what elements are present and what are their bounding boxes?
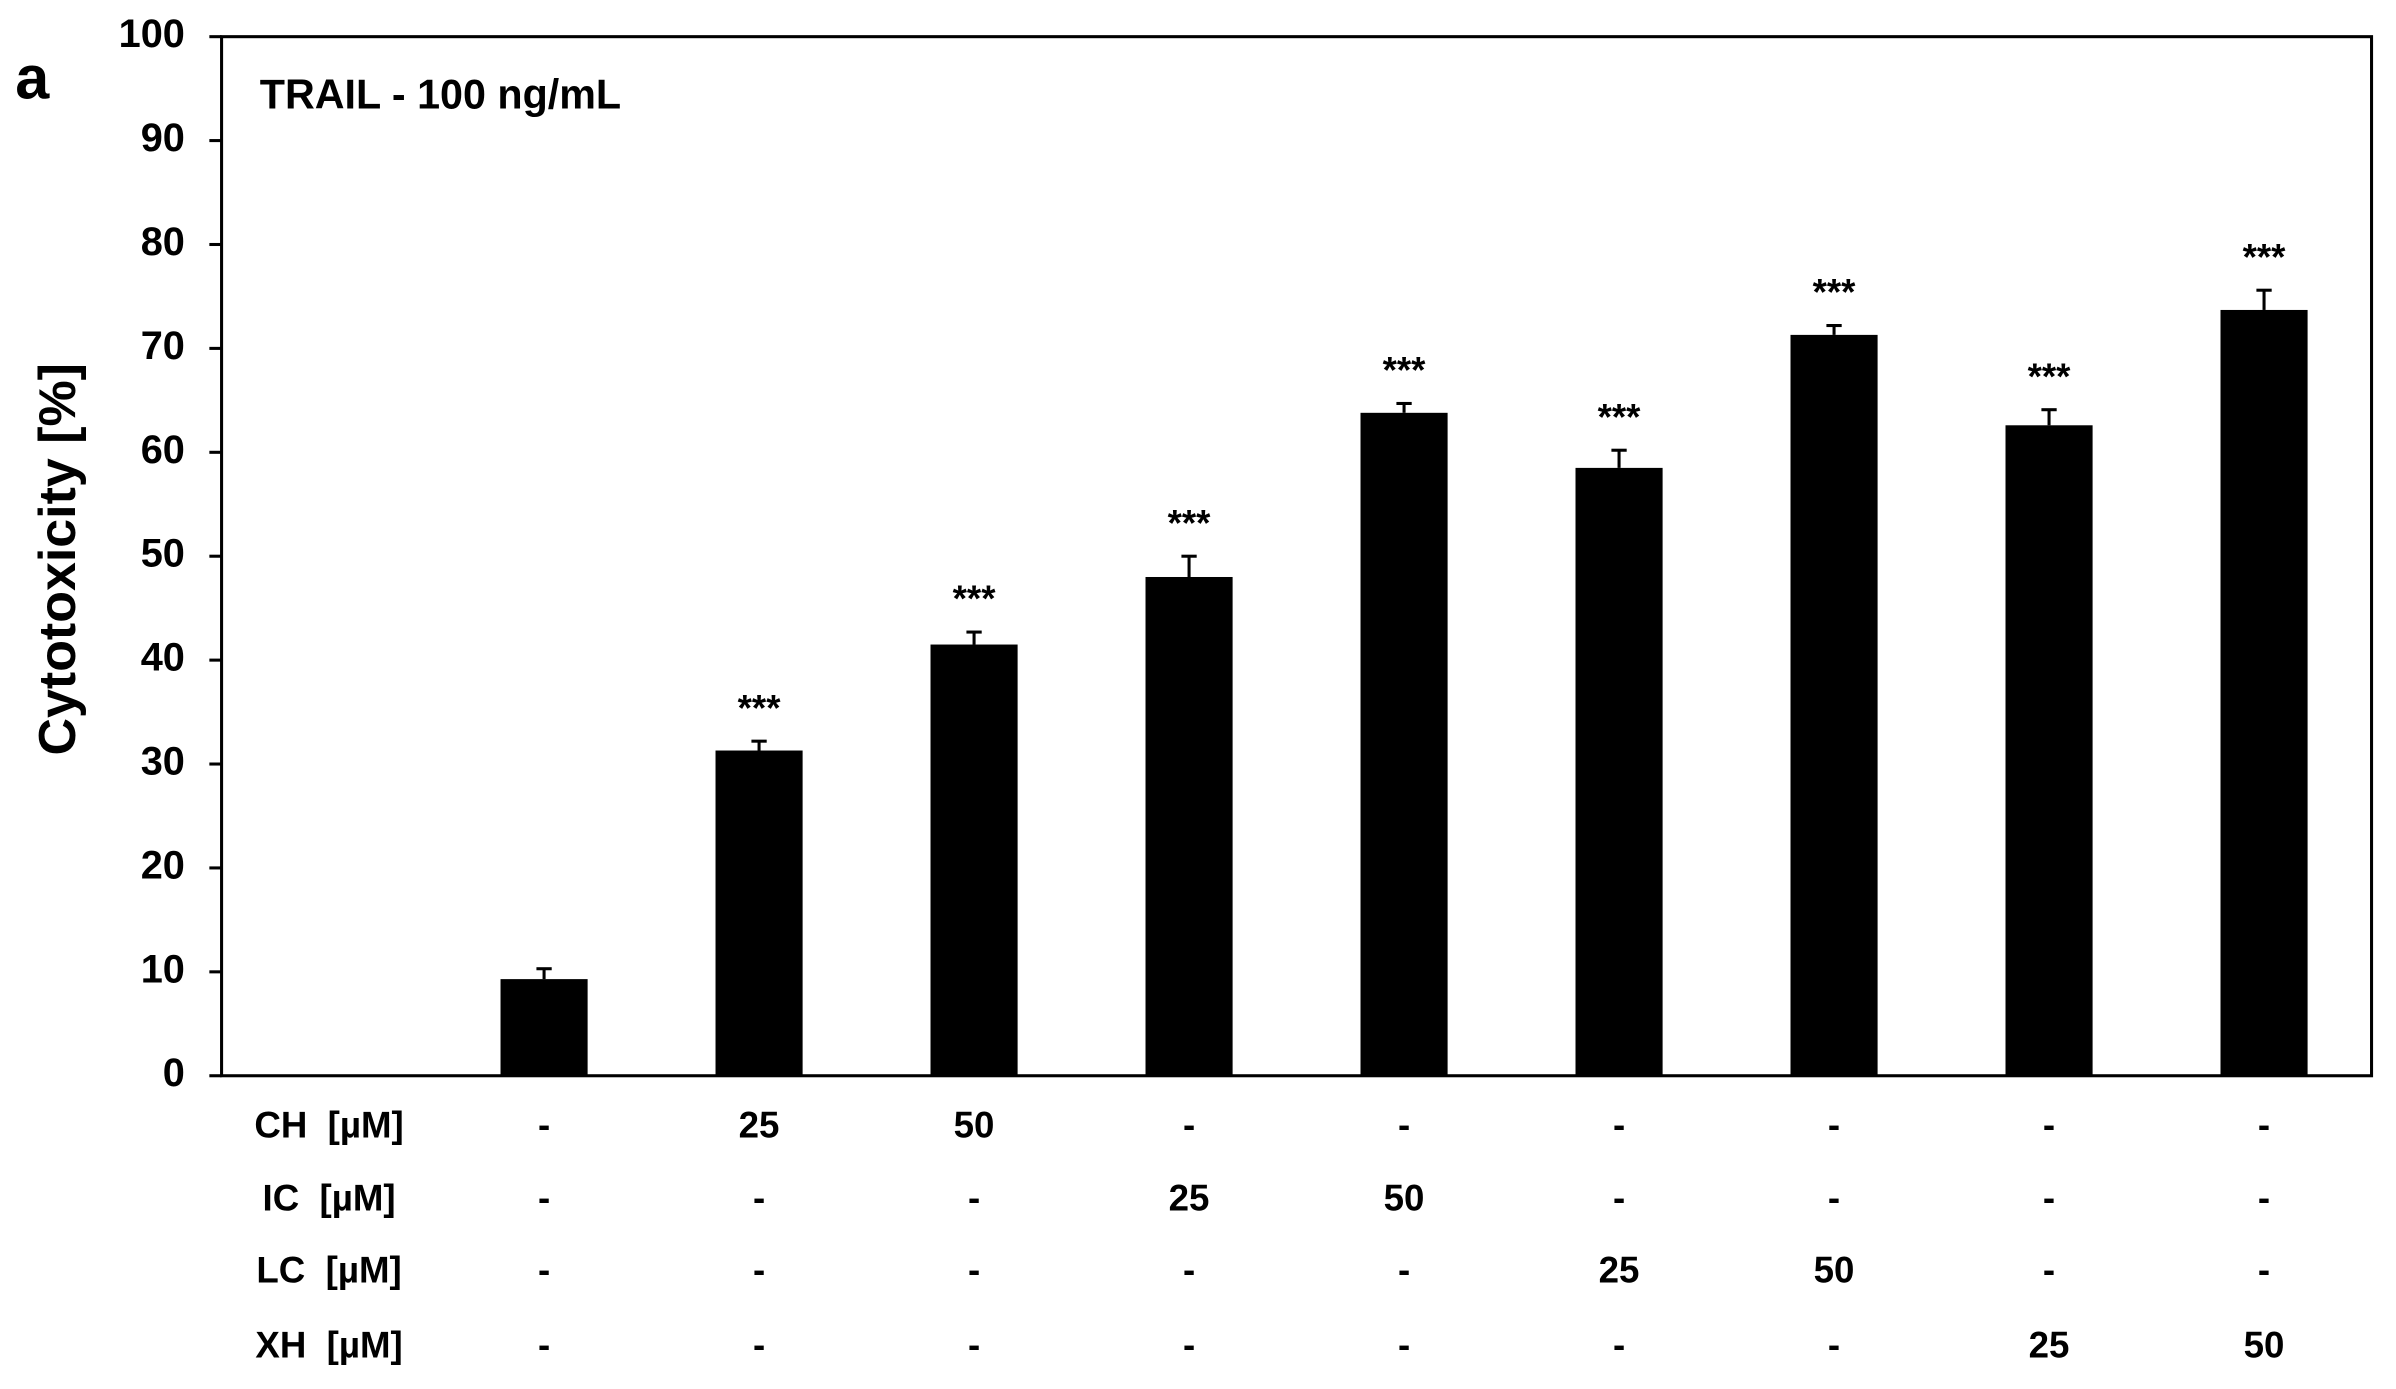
treatment-value: - [1828,1178,1840,1219]
bar [500,979,588,1076]
bar [715,750,803,1076]
treatment-value: - [2258,1104,2270,1145]
chart-title: TRAIL - 100 ng/mL [260,72,621,118]
treatment-value: - [753,1324,765,1365]
treatment-value: - [2258,1250,2270,1291]
y-tick-label: 40 [141,636,185,680]
treatment-value: - [1613,1104,1625,1145]
treatment-value: - [753,1178,765,1219]
treatment-label: XH [µM] [255,1324,402,1365]
y-tick-label: 10 [141,947,185,991]
treatment-value: 50 [1384,1178,1425,1219]
panel-label: a [15,44,50,112]
y-tick-label: 80 [141,220,185,264]
significance-label: *** [1598,396,1642,437]
y-tick-label: 70 [141,324,185,368]
y-tick-label: 100 [119,12,185,56]
treatment-value: 25 [1599,1250,1640,1291]
bar [2220,309,2308,1076]
significance-label: *** [738,687,782,728]
treatment-value: - [968,1250,980,1291]
treatment-value: - [2043,1250,2055,1291]
treatment-value: 25 [1169,1178,1210,1219]
treatment-value: 25 [739,1104,780,1145]
significance-label: *** [1168,502,1212,543]
treatment-value: - [1828,1104,1840,1145]
bar [1790,334,1878,1076]
treatment-value: - [1398,1250,1410,1291]
treatment-value: 50 [954,1104,995,1145]
treatment-label: LC [µM] [256,1250,401,1291]
treatment-value: - [1183,1250,1195,1291]
treatment-value: - [1613,1324,1625,1365]
y-tick-label: 0 [163,1051,185,1095]
significance-label: *** [1383,350,1427,391]
y-tick-label: 50 [141,532,185,576]
bar [1575,467,1663,1076]
treatment-value: - [1183,1324,1195,1365]
treatment-label: CH [µM] [254,1104,403,1145]
bar [1360,412,1448,1076]
significance-label: *** [2028,356,2072,397]
treatment-value: - [1398,1324,1410,1365]
y-tick-label: 20 [141,843,185,887]
bar [930,644,1018,1076]
y-tick-label: 60 [141,428,185,472]
treatment-value: - [2043,1178,2055,1219]
significance-label: *** [1813,272,1857,313]
treatment-value: - [1398,1104,1410,1145]
y-tick-label: 30 [141,740,185,784]
treatment-value: - [1828,1324,1840,1365]
bar [1145,576,1233,1076]
treatment-value: - [538,1324,550,1365]
treatment-value: 50 [2244,1324,2285,1365]
significance-label: *** [2243,236,2287,277]
treatment-value: - [538,1250,550,1291]
y-tick-label: 90 [141,116,185,160]
treatment-value: - [1613,1178,1625,1219]
y-axis-label: Cytotoxicity [%] [29,363,87,755]
treatment-value: - [2258,1178,2270,1219]
bar [2005,425,2093,1076]
treatment-value: - [538,1104,550,1145]
treatment-label: IC [µM] [263,1178,396,1219]
treatment-value: - [753,1250,765,1291]
treatment-value: - [2043,1104,2055,1145]
treatment-value: - [968,1178,980,1219]
treatment-value: - [968,1324,980,1365]
treatment-value: 50 [1814,1250,1855,1291]
significance-label: *** [953,578,997,619]
treatment-value: 25 [2029,1324,2070,1365]
treatment-value: - [1183,1104,1195,1145]
treatment-value: - [538,1178,550,1219]
